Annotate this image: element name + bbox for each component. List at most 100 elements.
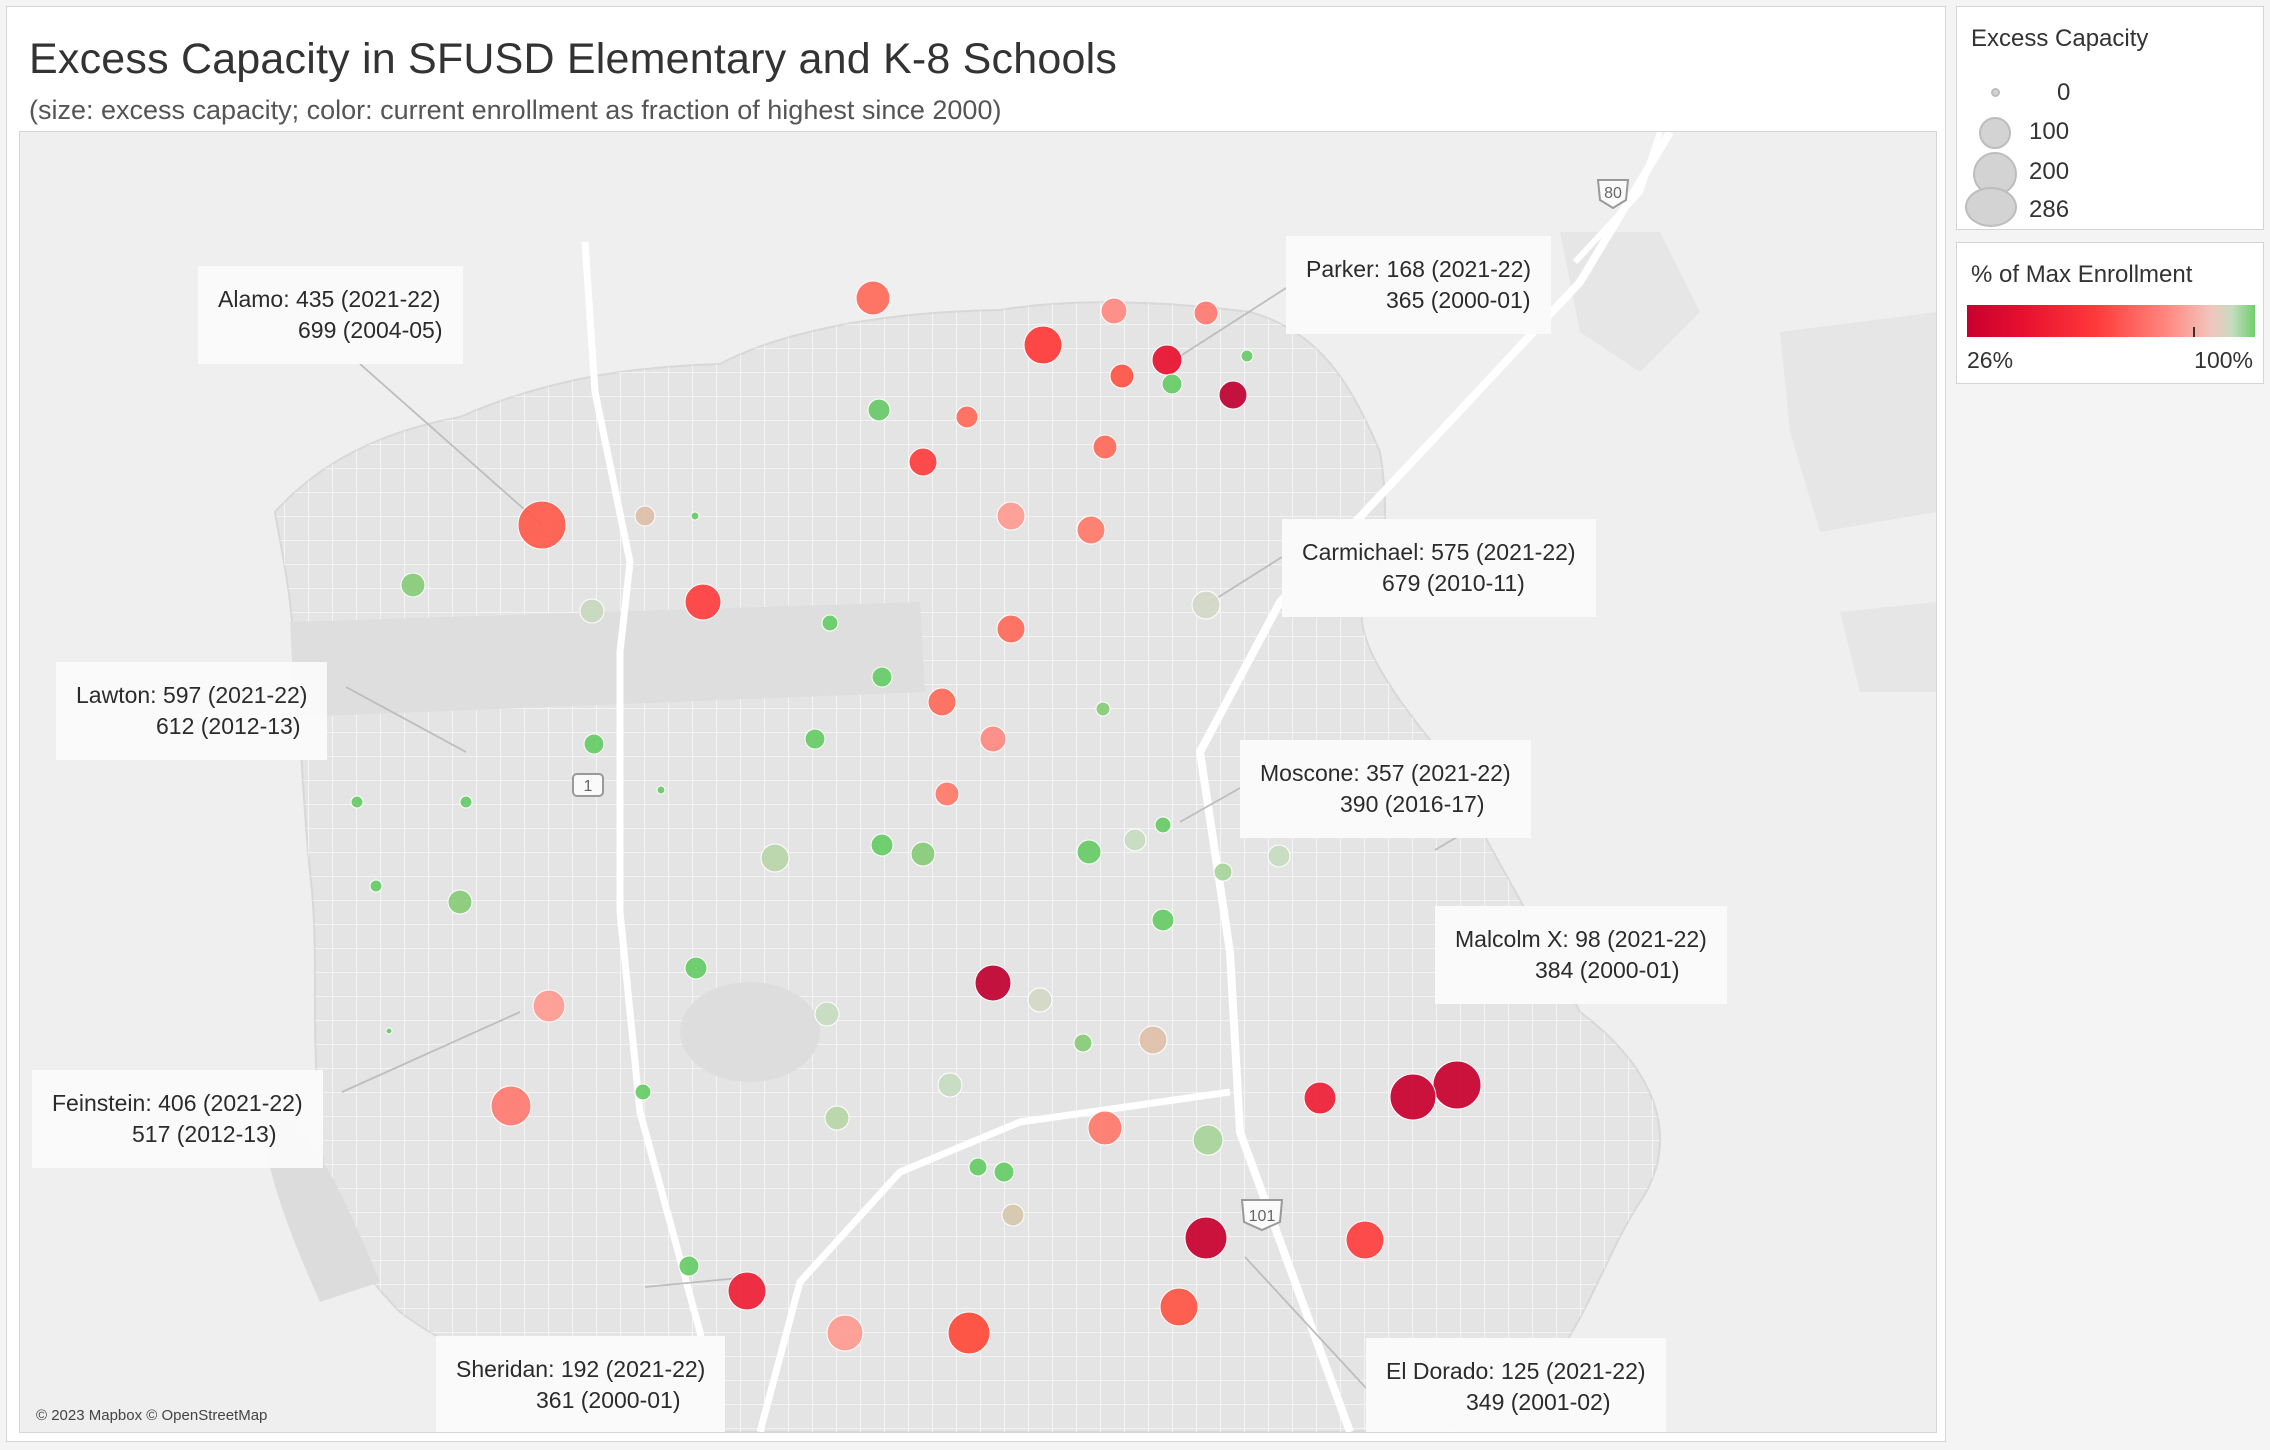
- school-marker[interactable]: [804, 728, 826, 750]
- school-marker[interactable]: [369, 879, 383, 893]
- school-marker[interactable]: [1095, 701, 1111, 717]
- highway-1-road: [581, 241, 724, 1432]
- school-marker[interactable]: [814, 1001, 840, 1027]
- school-marker[interactable]: [910, 841, 936, 867]
- school-marker[interactable]: [532, 989, 566, 1023]
- school-marker[interactable]: [927, 687, 957, 717]
- school-marker[interactable]: [1184, 1216, 1228, 1260]
- callout-parker: Parker: 168 (2021-22) 365 (2000-01): [1286, 236, 1552, 334]
- size-circle-icon: [1965, 187, 2017, 227]
- size-legend-item: 200: [1957, 152, 2257, 196]
- school-marker[interactable]: [490, 1085, 532, 1127]
- school-marker[interactable]: [996, 501, 1026, 531]
- school-marker[interactable]: [826, 1314, 864, 1352]
- school-marker[interactable]: [871, 666, 893, 688]
- school-marker[interactable]: [855, 280, 891, 316]
- east-bay-land-2: [1840, 602, 1936, 692]
- school-marker[interactable]: [947, 1311, 991, 1355]
- school-marker[interactable]: [867, 398, 891, 422]
- ramp-marker: [2193, 327, 2195, 337]
- page-title: Excess Capacity in SFUSD Elementary and …: [29, 35, 1118, 83]
- yerba-buena-island: [1560, 232, 1700, 372]
- school-marker[interactable]: [350, 795, 364, 809]
- school-marker[interactable]: [579, 598, 605, 624]
- school-marker[interactable]: [1138, 1025, 1168, 1055]
- school-marker[interactable]: [684, 956, 708, 980]
- school-marker[interactable]: [634, 505, 656, 527]
- highway-280-road: [756, 1088, 1231, 1432]
- school-marker[interactable]: [1154, 816, 1172, 834]
- callout-carmichael: Carmichael: 575 (2021-22) 679 (2010-11): [1282, 519, 1596, 617]
- school-marker[interactable]: [1027, 987, 1053, 1013]
- school-marker[interactable]: [583, 733, 605, 755]
- school-marker[interactable]: [979, 725, 1007, 753]
- school-marker[interactable]: [1092, 434, 1118, 460]
- school-marker[interactable]: [517, 500, 567, 550]
- school-marker[interactable]: [1076, 515, 1106, 545]
- school-marker[interactable]: [1073, 1033, 1093, 1053]
- school-marker[interactable]: [385, 1027, 393, 1035]
- school-marker[interactable]: [727, 1271, 767, 1311]
- school-marker[interactable]: [1161, 373, 1183, 395]
- callout-sheridan-line2: 361 (2000-01): [536, 1387, 681, 1413]
- school-marker[interactable]: [908, 447, 938, 477]
- school-marker[interactable]: [1432, 1060, 1482, 1110]
- school-marker[interactable]: [634, 1083, 652, 1101]
- size-legend-item: 0: [1957, 75, 2257, 115]
- school-marker[interactable]: [1303, 1081, 1337, 1115]
- school-marker[interactable]: [824, 1105, 850, 1131]
- highway-101-road: [1195, 132, 1674, 1432]
- school-marker[interactable]: [1191, 590, 1221, 620]
- school-marker[interactable]: [1267, 844, 1291, 868]
- school-marker[interactable]: [1109, 363, 1135, 389]
- callout-feinstein-line1: Feinstein: 406 (2021-22): [52, 1090, 303, 1116]
- school-marker[interactable]: [1151, 344, 1183, 376]
- school-marker[interactable]: [1123, 828, 1147, 852]
- svg-text:80: 80: [1604, 185, 1622, 202]
- callout-el-dorado-line2: 349 (2001-02): [1466, 1389, 1611, 1415]
- highway-80-shield: 80: [1596, 179, 1630, 210]
- school-marker[interactable]: [760, 843, 790, 873]
- school-marker[interactable]: [400, 572, 426, 598]
- school-marker[interactable]: [1151, 908, 1175, 932]
- school-marker[interactable]: [993, 1161, 1015, 1183]
- school-marker[interactable]: [996, 614, 1026, 644]
- callout-malcolm-x-line2: 384 (2000-01): [1535, 957, 1680, 983]
- school-marker[interactable]: [968, 1157, 988, 1177]
- color-legend-title: % of Max Enrollment: [1971, 261, 2193, 288]
- school-marker[interactable]: [447, 889, 473, 915]
- school-marker[interactable]: [684, 583, 722, 621]
- callout-feinstein-line2: 517 (2012-13): [132, 1121, 277, 1147]
- school-marker[interactable]: [974, 964, 1012, 1002]
- school-marker[interactable]: [1192, 1124, 1224, 1156]
- school-marker[interactable]: [1193, 300, 1219, 326]
- school-marker[interactable]: [870, 833, 894, 857]
- map[interactable]: 80 1 101: [19, 131, 1937, 1433]
- school-dots[interactable]: [350, 280, 1482, 1355]
- school-marker[interactable]: [459, 795, 473, 809]
- size-legend-label: 100: [2029, 118, 2070, 145]
- size-legend-label: 286: [2029, 196, 2070, 223]
- school-marker[interactable]: [1213, 862, 1233, 882]
- school-marker[interactable]: [1023, 325, 1063, 365]
- school-marker[interactable]: [821, 614, 839, 632]
- school-marker[interactable]: [934, 781, 960, 807]
- school-marker[interactable]: [1076, 839, 1102, 865]
- school-marker[interactable]: [1345, 1220, 1385, 1260]
- school-marker[interactable]: [1218, 380, 1248, 410]
- map-attribution[interactable]: © 2023 Mapbox © OpenStreetMap: [36, 1407, 268, 1424]
- school-marker[interactable]: [1001, 1203, 1025, 1227]
- school-marker[interactable]: [937, 1072, 963, 1098]
- school-marker[interactable]: [1389, 1073, 1437, 1121]
- school-marker[interactable]: [1240, 349, 1254, 363]
- school-marker[interactable]: [690, 511, 700, 521]
- dashboard: Excess Capacity in SFUSD Elementary and …: [6, 6, 1946, 1442]
- callout-el-dorado: El Dorado: 125 (2021-22) 349 (2001-02): [1366, 1338, 1666, 1432]
- school-marker[interactable]: [678, 1255, 700, 1277]
- school-marker[interactable]: [1159, 1287, 1199, 1327]
- school-marker[interactable]: [955, 405, 979, 429]
- school-marker[interactable]: [1087, 1110, 1123, 1146]
- school-marker[interactable]: [1100, 297, 1128, 325]
- callout-malcolm-x-line1: Malcolm X: 98 (2021-22): [1455, 926, 1707, 952]
- school-marker[interactable]: [656, 785, 666, 795]
